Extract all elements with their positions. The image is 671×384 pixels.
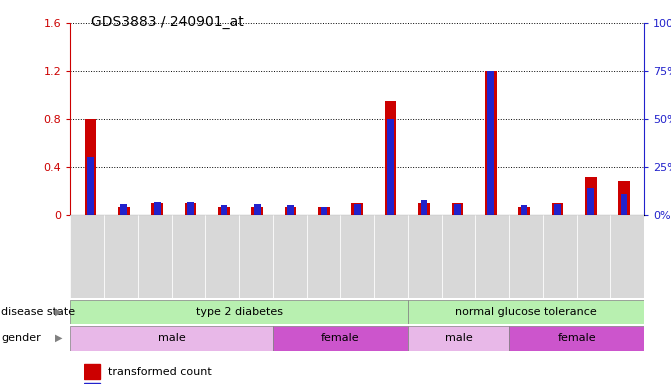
Bar: [418, 203, 430, 215]
Bar: [84, 364, 100, 379]
Text: GDS3883 / 240901_at: GDS3883 / 240901_at: [91, 15, 244, 29]
Bar: [239, 215, 273, 298]
Bar: [352, 203, 363, 215]
Bar: [307, 215, 340, 298]
Bar: [452, 203, 463, 215]
Bar: [476, 215, 509, 298]
Bar: [611, 215, 644, 298]
Bar: [408, 215, 442, 298]
Bar: [154, 202, 160, 215]
Text: ▶: ▶: [55, 333, 63, 343]
Bar: [287, 205, 294, 215]
Bar: [454, 204, 461, 215]
Bar: [509, 215, 543, 298]
Bar: [354, 204, 360, 215]
Bar: [218, 207, 229, 215]
Text: disease state: disease state: [1, 307, 75, 317]
Text: ▶: ▶: [55, 307, 63, 317]
Text: female: female: [321, 333, 360, 343]
Bar: [85, 119, 97, 215]
Text: male: male: [158, 333, 186, 343]
Bar: [172, 215, 205, 298]
Bar: [374, 215, 408, 298]
Bar: [552, 203, 563, 215]
Bar: [273, 215, 307, 298]
Bar: [70, 326, 273, 351]
Text: female: female: [558, 333, 596, 343]
Bar: [205, 215, 239, 298]
Bar: [70, 300, 408, 324]
Bar: [254, 204, 260, 215]
Bar: [587, 188, 594, 215]
Bar: [585, 177, 597, 215]
Bar: [318, 207, 329, 215]
Bar: [576, 215, 611, 298]
Bar: [185, 203, 197, 215]
Bar: [543, 215, 576, 298]
Text: male: male: [445, 333, 472, 343]
Bar: [621, 194, 627, 215]
Bar: [321, 207, 327, 215]
Text: transformed count: transformed count: [108, 367, 212, 377]
Bar: [385, 101, 397, 215]
Text: type 2 diabetes: type 2 diabetes: [196, 307, 282, 317]
Bar: [487, 71, 494, 215]
Bar: [138, 215, 172, 298]
Bar: [84, 383, 100, 384]
Bar: [518, 207, 530, 215]
Bar: [187, 202, 194, 215]
Bar: [408, 326, 509, 351]
Bar: [285, 207, 297, 215]
Bar: [118, 207, 130, 215]
Bar: [121, 204, 127, 215]
Bar: [273, 326, 408, 351]
Text: gender: gender: [1, 333, 41, 343]
Bar: [387, 119, 394, 215]
Bar: [152, 203, 163, 215]
Bar: [485, 71, 497, 215]
Bar: [442, 215, 476, 298]
Text: normal glucose tolerance: normal glucose tolerance: [455, 307, 597, 317]
Bar: [408, 300, 644, 324]
Bar: [70, 215, 104, 298]
Bar: [252, 207, 263, 215]
Bar: [554, 204, 561, 215]
Bar: [509, 326, 644, 351]
Bar: [340, 215, 374, 298]
Bar: [87, 157, 94, 215]
Bar: [104, 215, 138, 298]
Bar: [221, 205, 227, 215]
Bar: [521, 205, 527, 215]
Bar: [618, 182, 630, 215]
Bar: [421, 200, 427, 215]
